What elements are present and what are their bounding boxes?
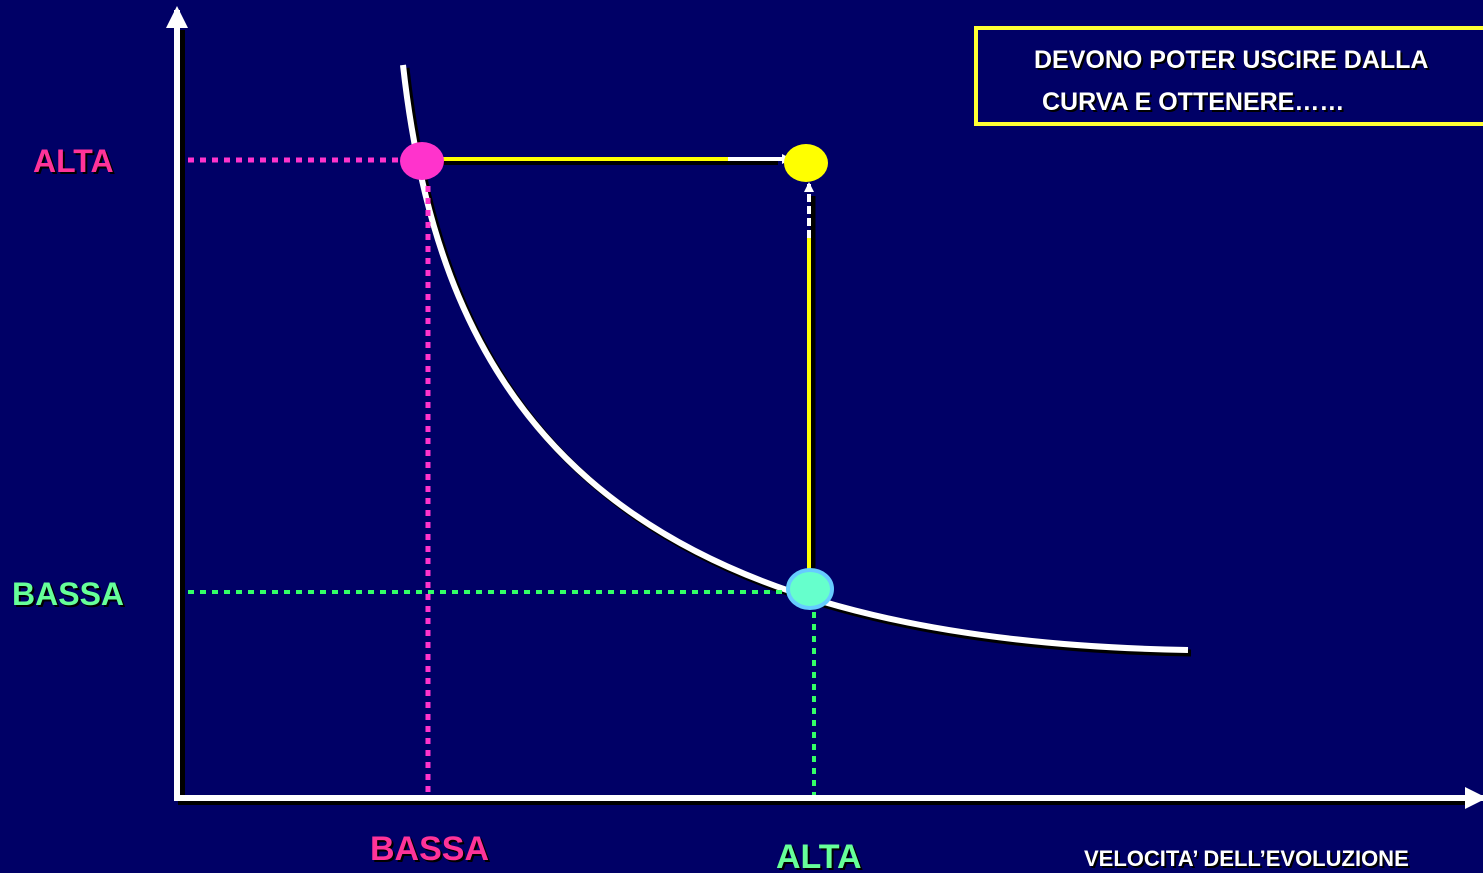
- x-axis-low-label: BASSA: [370, 830, 490, 868]
- y-axis-low-label: BASSA: [12, 576, 125, 612]
- cyan-point: [786, 568, 834, 610]
- note-line-1: DEVONO POTER USCIRE DALLA: [1034, 46, 1429, 74]
- tradeoff-curve: [400, 64, 1189, 653]
- note-box: DEVONO POTER USCIRE DALLA CURVA E OTTENE…: [974, 26, 1483, 126]
- yellow-point: [784, 144, 828, 182]
- y-axis-high-label: ALTA: [33, 143, 114, 179]
- x-axis-title: VELOCITA’ DELL’EVOLUZIONE: [1084, 846, 1409, 871]
- note-line-2: CURVA E OTTENERE……: [1042, 88, 1345, 116]
- x-axis-high-label: ALTA: [776, 838, 862, 873]
- pink-point: [400, 142, 444, 180]
